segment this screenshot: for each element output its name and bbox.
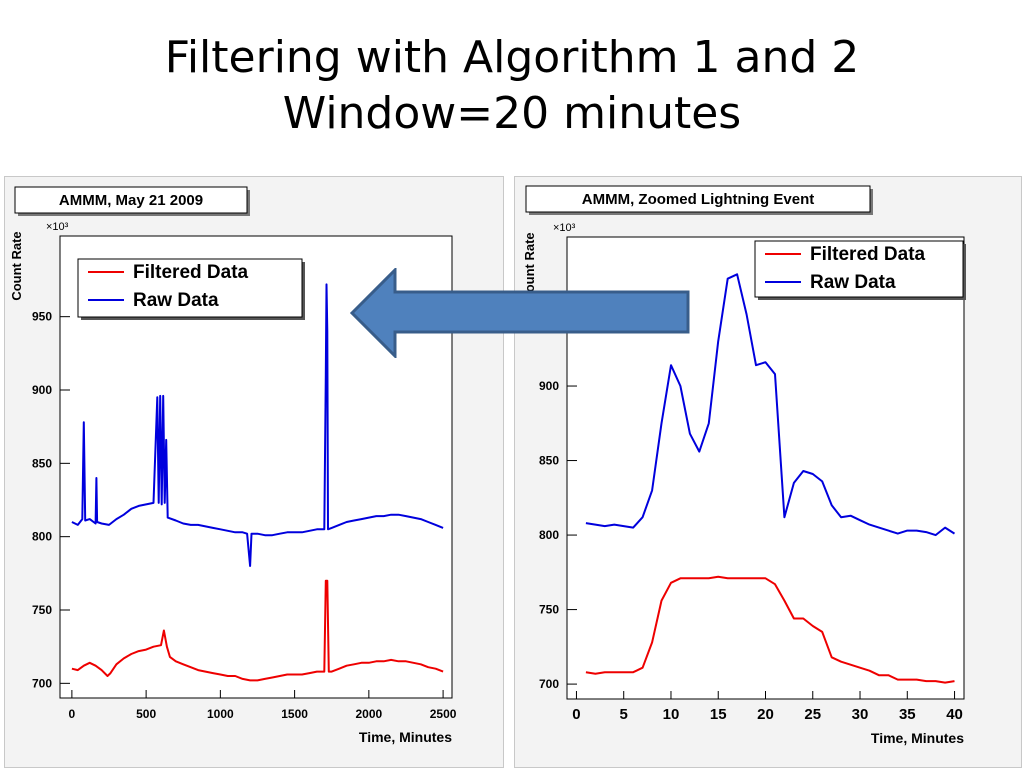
left-legend-label-filtered-data: Filtered Data [133, 262, 249, 283]
right-y-tick-label: 850 [539, 454, 559, 468]
right-x-tick-label: 5 [620, 706, 628, 723]
left-y-tick-label: 800 [32, 530, 52, 544]
right-x-tick-label: 0 [572, 706, 580, 723]
right-y-tick-label: 750 [539, 603, 559, 617]
left-y-tick-label: 850 [32, 456, 52, 470]
right-x-axis-label: Time, Minutes [871, 730, 964, 746]
left-y-tick-label: 750 [32, 603, 52, 617]
left-y-tick-label: 700 [32, 676, 52, 690]
left-x-tick-label: 0 [69, 707, 76, 721]
right-x-tick-label: 40 [946, 706, 963, 723]
right-chart-panel: AMMM, Zoomed Lightning Event 0 5 10 15 20 25 30… [514, 176, 1022, 768]
left-chart-svg: AMMM, May 21 2009 0 500 1000 1500 2000 2500 700… [9, 186, 457, 745]
right-x-tick-label: 20 [757, 706, 774, 723]
left-x-tick-label: 2000 [355, 707, 382, 721]
right-x-tick-label: 25 [804, 706, 821, 723]
right-x-tick-label: 35 [899, 706, 916, 723]
right-chart-svg: AMMM, Zoomed Lightning Event 0 5 10 15 20 25 30… [522, 185, 966, 746]
slide-title-line-1: Filtering with Algorithm 1 and 2 [164, 32, 860, 83]
right-legend-label-raw-data: Raw Data [810, 272, 896, 293]
slide-title: Filtering with Algorithm 1 and 2 Window=… [0, 30, 1024, 142]
left-chart-title: AMMM, May 21 2009 [59, 192, 203, 209]
right-legend [754, 240, 964, 298]
left-legend-label-raw-data: Raw Data [133, 290, 219, 311]
left-legend [77, 258, 303, 318]
left-y-tick-label: 900 [32, 383, 52, 397]
left-x-axis-label: Time, Minutes [359, 729, 452, 745]
right-y-multiplier: ×10³ [553, 222, 576, 234]
left-x-tick-label: 2500 [430, 707, 457, 721]
right-y-tick-label: 800 [539, 528, 559, 542]
right-y-tick-label: 900 [539, 379, 559, 393]
left-x-tick-label: 1000 [207, 707, 234, 721]
right-x-tick-label: 30 [852, 706, 869, 723]
left-filtered-data-line [71, 579, 444, 682]
right-x-tick-label: 10 [663, 706, 680, 723]
left-x-tick-label: 500 [136, 707, 156, 721]
left-y-multiplier: ×10³ [46, 221, 69, 233]
left-arrow-icon [350, 268, 690, 358]
left-chart-panel: AMMM, May 21 2009 0 500 1000 1500 2000 2500 700… [4, 176, 504, 768]
right-filtered-data-line [585, 575, 955, 684]
left-y-tick-label: 950 [32, 310, 52, 324]
left-title-box [14, 186, 248, 214]
right-title-box [525, 185, 871, 213]
right-raw-data-line [585, 273, 956, 537]
left-x-tick-label: 1500 [281, 707, 308, 721]
left-raw-data-line [71, 283, 444, 567]
right-x-tick-label: 15 [710, 706, 727, 723]
left-y-axis-label: Count Rate [9, 231, 24, 300]
right-y-tick-label: 700 [539, 677, 559, 691]
slide-title-line-2: Window=20 minutes [282, 88, 742, 139]
right-chart-title: AMMM, Zoomed Lightning Event [582, 191, 814, 208]
right-plot-frame [566, 236, 965, 700]
right-y-axis-label: Count Rate [522, 232, 537, 301]
right-legend-label-filtered-data: Filtered Data [810, 244, 926, 265]
